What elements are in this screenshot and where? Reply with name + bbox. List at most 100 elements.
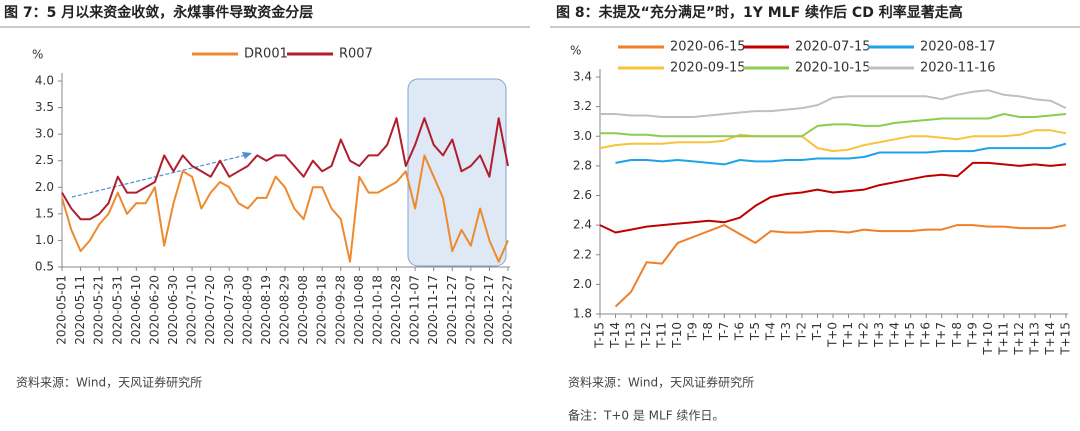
y-tick-label: 2.0	[573, 277, 592, 291]
y-tick-label: 3.0	[573, 129, 592, 143]
x-tick-label: 2020-09-18	[315, 275, 329, 345]
series-line	[61, 154, 509, 263]
x-tick-label: T+3	[872, 322, 886, 348]
x-tick-label: 2020-12-27	[501, 275, 515, 345]
x-tick-label: T-7	[717, 322, 731, 341]
x-tick-label: 2020-08-09	[240, 275, 254, 345]
series-line	[599, 129, 1067, 153]
x-tick-label: 2020-06-30	[166, 275, 180, 345]
x-tick-label: 2020-08-29	[278, 275, 292, 345]
x-tick-label: 2020-09-28	[333, 275, 347, 345]
x-tick-label: T+9	[965, 322, 979, 348]
x-tick-label: T-6	[732, 322, 746, 341]
legend-label: 2020-10-15	[795, 61, 871, 76]
x-tick-label: T+14	[1043, 322, 1057, 356]
x-tick-label: T+1	[841, 322, 855, 348]
x-tick-label: 2020-09-08	[296, 275, 310, 345]
series-line	[599, 161, 1067, 234]
legend-label: 2020-06-15	[670, 40, 746, 55]
x-tick-label: 2020-10-28	[389, 275, 403, 345]
legend-label: 2020-11-16	[920, 61, 996, 76]
y-tick-label: 1.0	[35, 233, 54, 247]
x-tick-label: T-4	[763, 322, 777, 341]
y-tick-label: 1.8	[573, 307, 592, 321]
series-line	[61, 117, 509, 221]
x-tick-label: 2020-05-01	[55, 275, 69, 345]
x-tick-label: T+0	[826, 322, 840, 348]
highlight-box	[407, 78, 507, 267]
series-line	[600, 113, 1067, 138]
x-tick-label: 2020-06-20	[147, 275, 161, 345]
x-tick-label: 2020-05-31	[110, 275, 124, 345]
x-tick-label: 2020-05-21	[92, 275, 106, 345]
x-tick-label: T+5	[903, 322, 917, 348]
x-tick-label: T-12	[639, 322, 653, 349]
y-tick-label: 2.6	[573, 188, 592, 202]
x-tick-label: T+11	[996, 322, 1010, 356]
x-tick-label: T+8	[950, 322, 964, 348]
x-tick-label: T+7	[934, 322, 948, 348]
x-tick-label: T-2	[794, 322, 808, 341]
y-tick-label: 2.4	[573, 218, 592, 232]
x-tick-label: T-10	[670, 322, 684, 349]
x-tick-label: 2020-07-20	[203, 275, 217, 345]
y-tick-label: 3.4	[573, 70, 592, 84]
x-tick-label: T-15	[593, 322, 607, 349]
x-tick-label: 2020-08-19	[259, 275, 273, 345]
source-note: 资料来源：Wind，天风证券研究所	[568, 375, 754, 390]
legend-label: 2020-08-17	[920, 40, 996, 55]
x-tick-label: T-1	[810, 322, 824, 341]
x-tick-label: T-14	[608, 322, 622, 349]
x-tick-label: T-9	[686, 322, 700, 341]
y-tick-label: 2.8	[573, 158, 592, 172]
y-tick-label: 2.0	[35, 180, 54, 194]
x-tick-label: T-8	[701, 322, 715, 341]
x-tick-label: T-13	[624, 322, 638, 349]
y-tick-label: 3.5	[35, 100, 54, 114]
x-tick-label: T+6	[919, 322, 933, 348]
x-tick-label: T+13	[1027, 322, 1041, 356]
chart-title: 图 8：未提及“充分满足”时，1Y MLF 续作后 CD 利率显著走高	[556, 4, 963, 21]
y-axis-label: %	[32, 48, 43, 62]
x-tick-label: 2020-11-07	[408, 275, 422, 345]
y-tick-label: 1.5	[35, 206, 54, 220]
x-tick-label: 2020-12-17	[482, 275, 496, 345]
y-tick-label: 3.0	[35, 127, 54, 141]
x-tick-label: 2020-11-27	[445, 275, 459, 345]
x-tick-label: T-11	[655, 322, 669, 349]
y-tick-label: 3.2	[573, 99, 592, 113]
series-line	[615, 142, 1067, 166]
x-tick-label: 2020-10-18	[370, 275, 384, 345]
x-tick-label: 2020-11-17	[426, 275, 440, 345]
arrow-head	[242, 152, 252, 159]
series-line	[600, 89, 1067, 118]
x-tick-label: 2020-12-07	[463, 275, 477, 345]
chart-title: 图 7：5 月以来资金收敛，永煤事件导致资金分层	[4, 4, 313, 21]
series-line	[614, 224, 1067, 308]
x-tick-label: T+12	[1012, 322, 1026, 356]
legend-label: R007	[339, 47, 373, 62]
legend-label: 2020-07-15	[795, 40, 871, 55]
x-tick-label: T+10	[981, 322, 995, 356]
y-axis-label: %	[570, 44, 581, 58]
y-tick-label: 2.2	[573, 247, 592, 261]
x-tick-label: 2020-10-08	[352, 275, 366, 345]
x-tick-label: 2020-05-11	[73, 275, 87, 345]
source-note: 资料来源：Wind，天风证券研究所	[16, 375, 202, 390]
x-tick-label: 2020-07-30	[222, 275, 236, 345]
x-tick-label: T-3	[779, 322, 793, 341]
x-tick-label: 2020-06-10	[129, 275, 143, 345]
legend-label: 2020-09-15	[670, 61, 746, 76]
x-tick-label: T+2	[857, 322, 871, 348]
y-tick-label: 4.0	[35, 74, 54, 88]
y-tick-label: 0.5	[35, 260, 54, 274]
legend-label: DR001	[244, 47, 288, 62]
x-tick-label: T+4	[888, 322, 902, 348]
x-tick-label: T-5	[748, 322, 762, 341]
y-tick-label: 2.5	[35, 153, 54, 167]
x-tick-label: T+15	[1059, 322, 1073, 356]
remark-note: 备注：T+0 是 MLF 续作日。	[568, 408, 724, 423]
x-tick-label: 2020-07-10	[185, 275, 199, 345]
